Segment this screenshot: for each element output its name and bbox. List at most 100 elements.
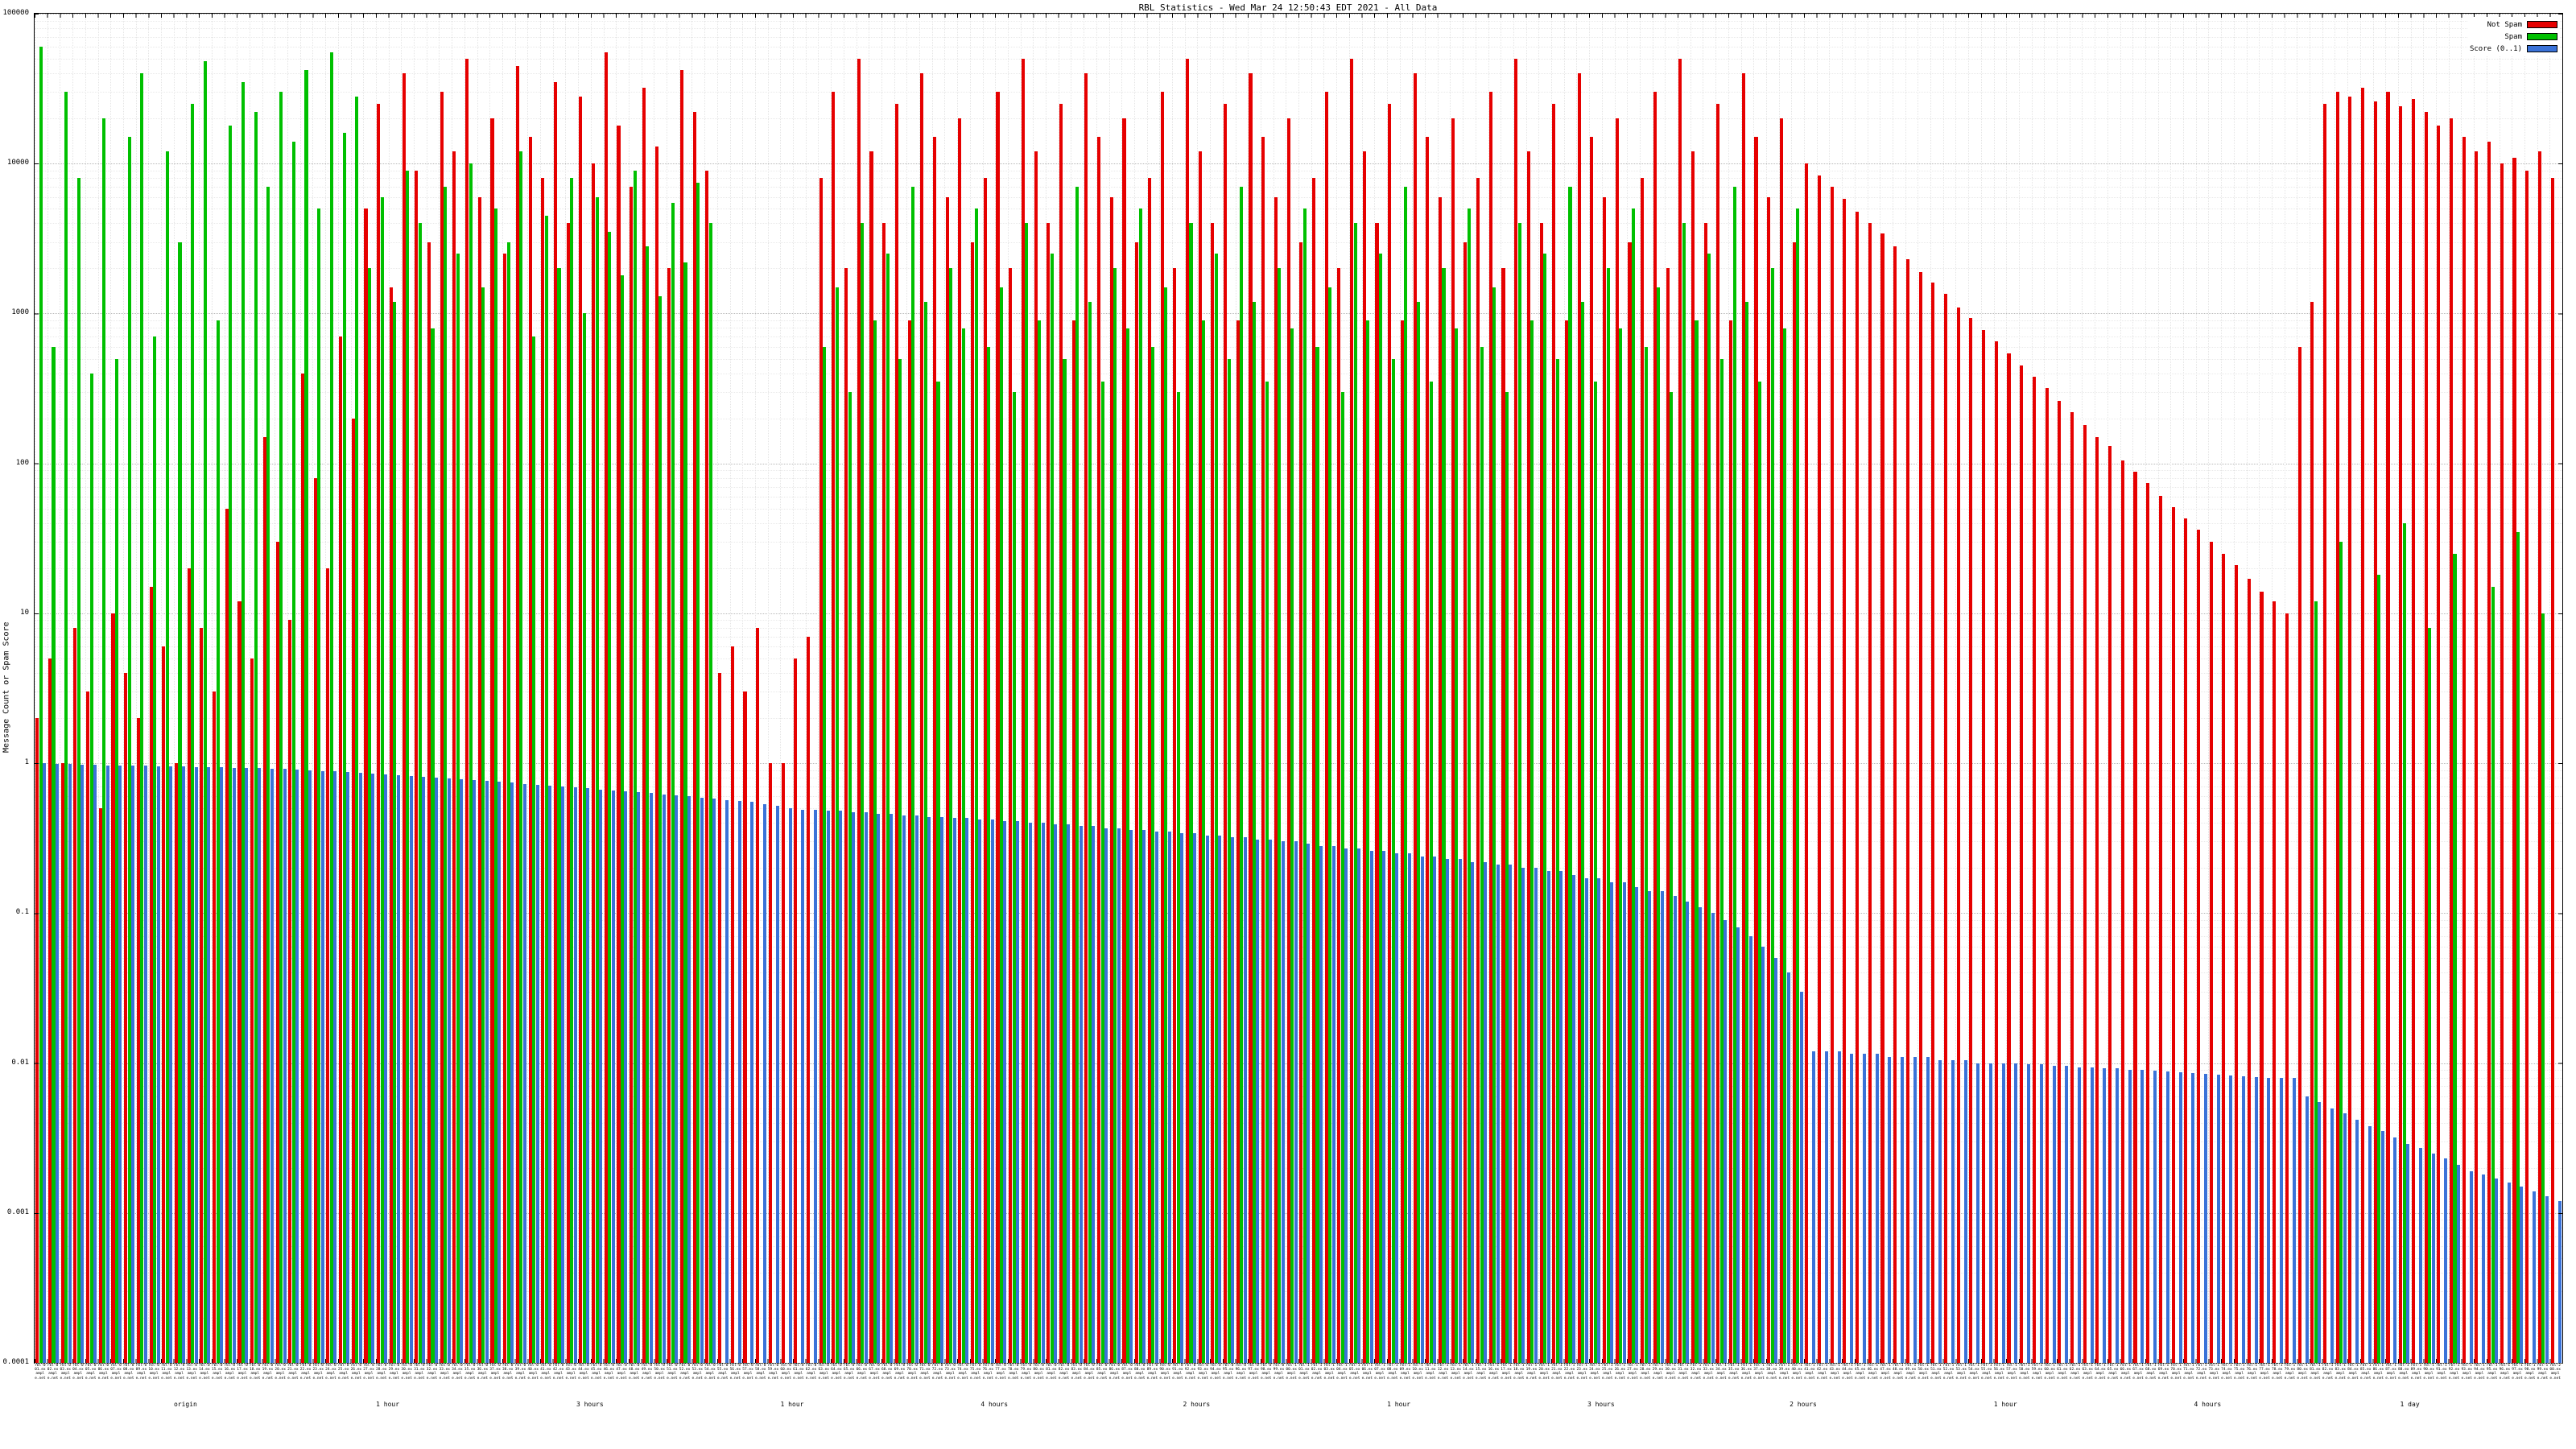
- bar-score: [80, 764, 85, 1363]
- bar-score: [1180, 833, 1184, 1363]
- bar-score: [611, 790, 615, 1363]
- gridline-vertical: [2524, 14, 2525, 1363]
- bar-spam: [229, 125, 233, 1363]
- x-category-label: rbl-088.example.net: [1133, 1364, 1146, 1381]
- bar-spam: [708, 223, 712, 1363]
- bar-spam: [1783, 328, 1787, 1363]
- bar-score: [1559, 871, 1563, 1363]
- x-category-label: rbl-017.example.net: [237, 1364, 248, 1381]
- x-category-label: rbl-185.example.net: [2359, 1364, 2372, 1381]
- bar-not-spam: [187, 568, 191, 1363]
- x-category-label: rbl-065.example.net: [843, 1364, 855, 1381]
- x-category-label: rbl-130.example.net: [1665, 1364, 1676, 1381]
- gridline-vertical: [793, 14, 794, 1363]
- gridline-vertical: [1525, 14, 1527, 1363]
- bar-score: [2014, 1063, 2018, 1363]
- gridline-vertical: [780, 14, 782, 1363]
- bar-spam: [444, 187, 448, 1363]
- bar-score: [181, 766, 185, 1363]
- x-category-label: rbl-062.example.net: [805, 1364, 817, 1381]
- bar-not-spam: [2500, 163, 2504, 1363]
- gridline-vertical: [982, 14, 984, 1363]
- bar-score: [1913, 1056, 1917, 1363]
- bar-score: [1509, 865, 1513, 1363]
- gridline-vertical: [2057, 14, 2058, 1363]
- bar-score: [1673, 896, 1677, 1363]
- gridline-vertical: [1033, 14, 1034, 1363]
- gridline-vertical: [1930, 14, 1931, 1363]
- bar-spam: [127, 137, 131, 1363]
- bar-not-spam: [200, 627, 204, 1363]
- bar-score: [1963, 1059, 1967, 1363]
- bar-spam: [2453, 553, 2457, 1363]
- gridline-vertical: [1740, 14, 1742, 1363]
- x-category-label: rbl-175.example.net: [2233, 1364, 2245, 1381]
- gridline-vertical: [2170, 14, 2172, 1363]
- bar-spam: [1657, 287, 1661, 1363]
- gridline-vertical: [2221, 14, 2223, 1363]
- x-category-label: rbl-067.example.net: [869, 1364, 880, 1381]
- gridline-vertical: [186, 14, 188, 1363]
- gridline-vertical: [350, 14, 352, 1363]
- x-category-label: rbl-192.example.net: [2448, 1364, 2460, 1381]
- gridline-vertical: [2448, 14, 2450, 1363]
- gridline-vertical: [1425, 14, 1426, 1363]
- bar-spam: [633, 170, 637, 1363]
- gridline-vertical: [805, 14, 807, 1363]
- bar-score: [1307, 844, 1311, 1363]
- bar-score: [422, 777, 426, 1363]
- bar-not-spam: [2133, 472, 2137, 1363]
- bar-score: [1231, 837, 1235, 1363]
- gridline-vertical: [1374, 14, 1376, 1363]
- bar-spam: [861, 223, 865, 1363]
- gridline-vertical: [2537, 14, 2538, 1363]
- bar-not-spam: [857, 59, 861, 1363]
- bar-not-spam: [2297, 346, 2301, 1363]
- bar-score: [2229, 1075, 2233, 1363]
- bar-score: [2267, 1077, 2271, 1363]
- bar-not-spam: [2108, 446, 2112, 1363]
- bar-spam: [1593, 382, 1597, 1363]
- bar-not-spam: [1476, 178, 1480, 1363]
- gridline-vertical: [729, 14, 731, 1363]
- bar-score: [1799, 991, 1803, 1363]
- bar-score: [1901, 1056, 1905, 1363]
- x-category-label: rbl-090.example.net: [1159, 1364, 1170, 1381]
- gridline-vertical: [2271, 14, 2273, 1363]
- x-category-label: rbl-147.example.net: [1880, 1364, 1891, 1381]
- bar-score: [1269, 839, 1273, 1363]
- bar-score: [687, 796, 691, 1363]
- gridline-vertical: [716, 14, 718, 1363]
- bar-spam: [1328, 287, 1332, 1363]
- bar-spam: [2541, 613, 2545, 1363]
- x-category-label: rbl-055.example.net: [716, 1364, 729, 1381]
- gridline-vertical: [1197, 14, 1199, 1363]
- x-category-label: rbl-100.example.net: [1286, 1364, 1297, 1381]
- bar-score: [1711, 913, 1715, 1363]
- bar-spam: [102, 118, 106, 1363]
- x-category-label: rbl-174.example.net: [2221, 1364, 2232, 1381]
- gridline-vertical: [2385, 14, 2387, 1363]
- gridline-vertical: [1450, 14, 1451, 1363]
- y-tick-label: 0.01: [11, 1058, 29, 1067]
- bar-score: [801, 809, 805, 1363]
- x-category-label: rbl-014.example.net: [199, 1364, 210, 1381]
- gridline-vertical: [2006, 14, 2008, 1363]
- x-category-label: rbl-013.example.net: [186, 1364, 197, 1381]
- bar-score: [725, 799, 729, 1363]
- gridline-vertical: [754, 14, 756, 1363]
- bar-spam: [1644, 346, 1648, 1363]
- gridline-vertical: [199, 14, 200, 1363]
- bar-spam: [1151, 346, 1155, 1363]
- bar-spam: [291, 142, 295, 1363]
- x-category-label: rbl-005.example.net: [85, 1364, 97, 1381]
- x-category-label: rbl-025.example.net: [337, 1364, 349, 1381]
- x-category-label: rbl-063.example.net: [818, 1364, 829, 1381]
- bar-score: [1243, 837, 1247, 1363]
- x-category-label: rbl-123.example.net: [1576, 1364, 1587, 1381]
- bar-score: [156, 766, 160, 1363]
- bar-not-spam: [1678, 59, 1682, 1363]
- x-category-label: rbl-031.example.net: [414, 1364, 425, 1381]
- bar-not-spam: [364, 208, 368, 1363]
- x-category-label: rbl-106.example.net: [1361, 1364, 1373, 1381]
